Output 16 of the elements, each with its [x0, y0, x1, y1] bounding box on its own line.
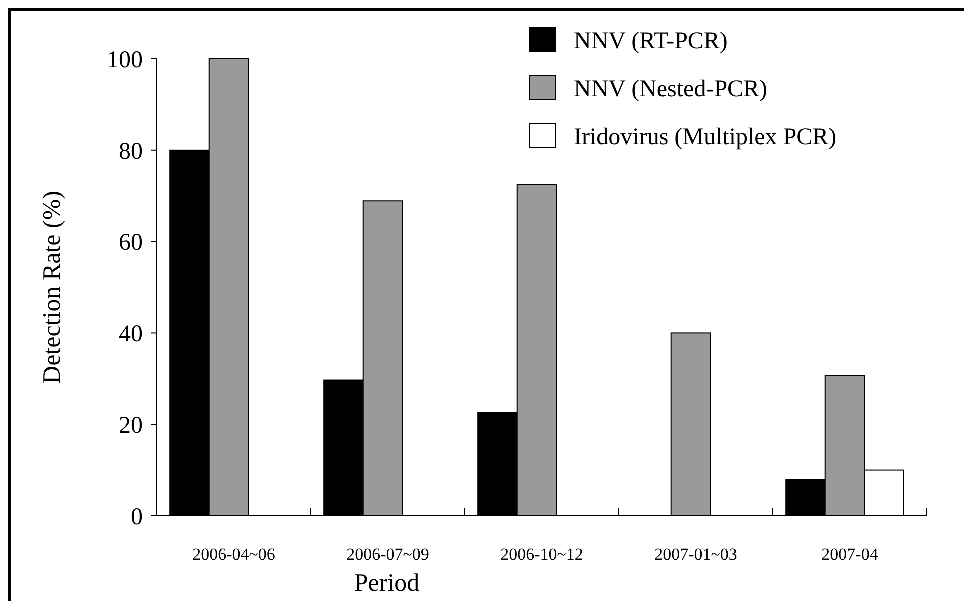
y-tick-label: 100: [107, 47, 143, 74]
x-tick-label: 2006-04~06: [192, 545, 276, 564]
legend-label: Iridovirus (Multiplex PCR): [574, 124, 837, 150]
y-tick-label: 80: [119, 138, 143, 165]
y-tick-label: 20: [119, 413, 143, 439]
y-axis-title: Detection Rate (%): [39, 191, 66, 384]
legend-label: NNV (RT-PCR): [574, 28, 728, 54]
x-tick-label: 2006-10~12: [500, 545, 584, 564]
y-tick-label: 60: [119, 230, 143, 256]
x-tick-label: 2006-07~09: [346, 545, 430, 564]
y-tick-label: 40: [119, 322, 143, 348]
x-tick-label: 2007-04: [822, 545, 879, 564]
legend-label: NNV (Nested-PCR): [574, 76, 768, 102]
x-tick-label: 2007-01~03: [654, 545, 738, 564]
y-tick-label: 0: [131, 504, 143, 530]
x-axis-title: Period: [354, 570, 420, 597]
